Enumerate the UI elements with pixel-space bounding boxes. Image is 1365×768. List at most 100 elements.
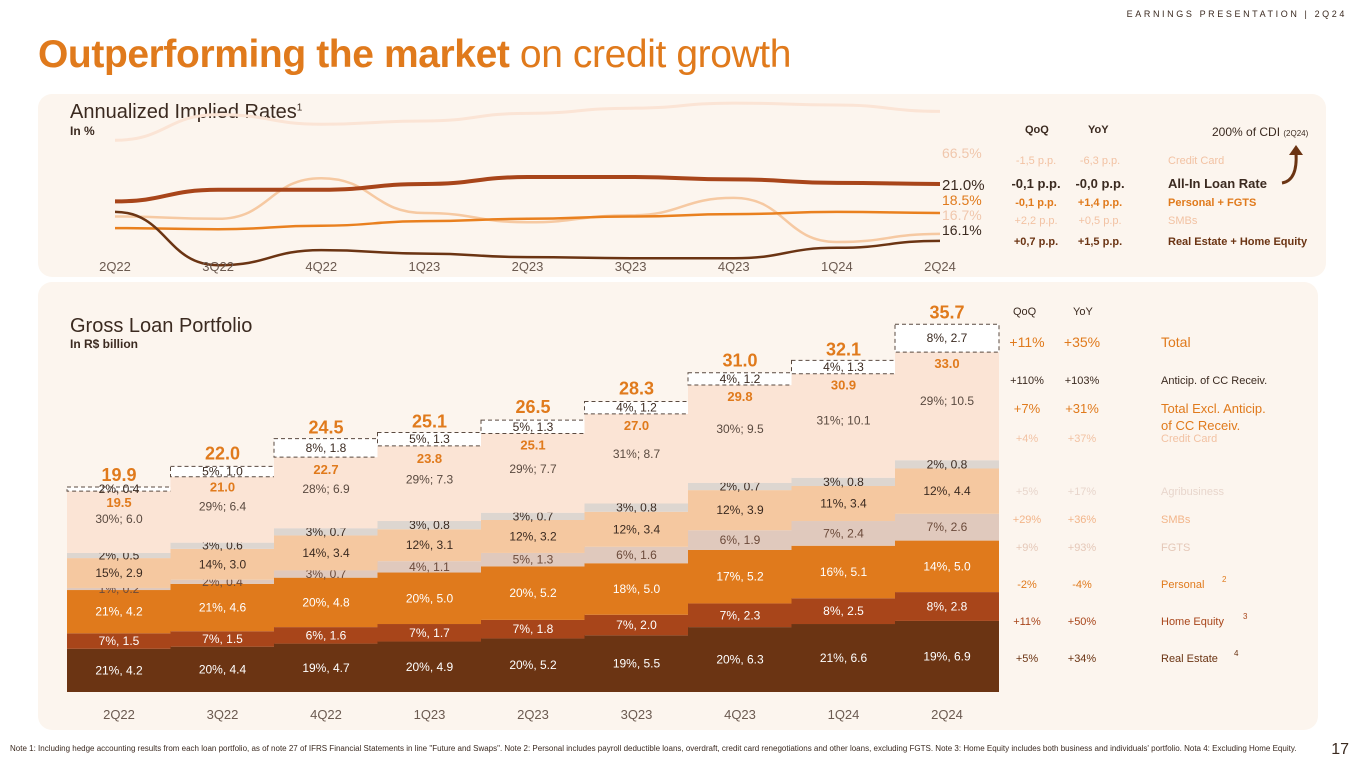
- bar-segment-credit-card: [67, 491, 171, 553]
- bar-segment-label: 19%, 5.5: [613, 657, 661, 671]
- portfolio-series-label: SMBs: [1161, 514, 1191, 526]
- bar-total-excl-label: 23.8: [417, 451, 442, 466]
- portfolio-x-tick: 3Q23: [621, 707, 653, 722]
- rates-x-tick: 1Q24: [821, 259, 853, 274]
- bar-segment-label: 3%, 0.8: [409, 518, 450, 532]
- portfolio-yoy-value: +36%: [1068, 514, 1097, 526]
- rates-yoy-value: +1,5 p.p.: [1078, 236, 1122, 248]
- bar-segment-label: 19%, 4.7: [302, 661, 350, 675]
- portfolio-x-tick: 2Q23: [517, 707, 549, 722]
- bar-segment-agribusiness: [170, 542, 275, 549]
- bar-segment-credit-card: [377, 445, 482, 522]
- portfolio-x-tick: 2Q22: [103, 707, 135, 722]
- cdi-note: 200% of CDI (2Q24): [1212, 125, 1308, 139]
- bar-segment-credit-card: [688, 385, 792, 483]
- bar-segment-real-estate: [170, 646, 275, 692]
- bar-segment-label: 30%; 6.0: [95, 512, 143, 526]
- bar-segment-anticip-of-cc-receiv-: [894, 323, 1000, 353]
- portfolio-yoy-value: +17%: [1068, 486, 1097, 498]
- end-label: 18.5%: [942, 192, 982, 208]
- rates-x-tick: 4Q22: [305, 259, 337, 274]
- rates-yoy-value: +0,5 p.p.: [1078, 215, 1121, 227]
- bar-segment-real-estate: [67, 648, 171, 692]
- bar-segment-label: 20%, 5.0: [406, 591, 454, 605]
- bar-segment-label: 14%, 5.0: [923, 559, 971, 573]
- portfolio-qoq-value: +110%: [1010, 375, 1044, 387]
- portfolio-series-label: Agribusiness: [1161, 486, 1224, 498]
- rates-panel: [38, 94, 1326, 277]
- rates-qoq-value: -0,1 p.p.: [1015, 197, 1057, 209]
- bar-segment-label: 12%, 3.9: [716, 503, 764, 517]
- portfolio-series-sup: 2: [1222, 575, 1227, 584]
- bar-segment-fgts: [481, 552, 585, 567]
- bar-segment-label: 12%, 3.2: [509, 529, 557, 543]
- rates-x-tick: 1Q23: [408, 259, 440, 274]
- rates-series-label: All-In Loan Rate: [1168, 176, 1267, 191]
- portfolio-yoy-header: YoY: [1073, 306, 1093, 318]
- bar-segment-anticip-of-cc-receiv-: [170, 465, 275, 478]
- bar-segment-label: 31%; 10.1: [816, 414, 870, 428]
- bar-segment-personal: [584, 563, 689, 615]
- portfolio-yoy-value: +103%: [1065, 375, 1100, 387]
- bar-segment-agribusiness: [791, 477, 896, 486]
- bar-segment-fgts: [377, 561, 482, 573]
- rates-x-tick: 2Q22: [99, 259, 131, 274]
- portfolio-qoq-value: +11%: [1013, 616, 1041, 628]
- page-title: Outperforming the market on credit growt…: [38, 33, 791, 77]
- bar-segment-smbs: [895, 468, 999, 514]
- bar-segment-label: 12%, 3.1: [406, 538, 454, 552]
- portfolio-qoq-header: QoQ: [1013, 306, 1037, 318]
- bar-segment-label: 31%; 8.7: [613, 447, 661, 461]
- bar-segment-real-estate: [584, 635, 689, 692]
- bar-segment-label: 3%, 0.7: [513, 509, 554, 523]
- bar-segment-smbs: [377, 529, 482, 562]
- cdi-note-text: 200% of CDI: [1212, 125, 1281, 139]
- bar-total-excl-label: 22.7: [313, 462, 338, 477]
- bar-segment-real-estate: [688, 627, 792, 692]
- bar-segment-fgts: [67, 587, 171, 591]
- bar-segment-label: 20%, 4.4: [199, 662, 247, 676]
- bar-segment-personal: [481, 566, 585, 620]
- portfolio-qoq-value: -2%: [1017, 579, 1037, 591]
- portfolio-yoy-value: +50%: [1068, 616, 1097, 628]
- bar-segment-credit-card: [481, 433, 585, 513]
- bar-total-label: 28.3: [619, 379, 654, 399]
- bar-segment-smbs: [67, 558, 171, 588]
- bar-segment-label: 7%, 1.8: [513, 622, 554, 636]
- bar-segment-agribusiness: [584, 503, 689, 512]
- bar-segment-label: 5%, 1.3: [513, 420, 554, 434]
- line-real-estate-home-equity: [114, 210, 941, 267]
- bar-segment-personal: [274, 577, 378, 628]
- bar-segment-label: 29%; 7.3: [406, 473, 454, 487]
- rates-series-label: Real Estate + Home Equity: [1168, 236, 1308, 248]
- cdi-note-small: (2Q24): [1283, 129, 1309, 138]
- bar-segment-smbs: [791, 486, 896, 522]
- bar-segment-label: 12%, 3.4: [613, 522, 661, 536]
- header-tag: EARNINGS PRESENTATION | 2Q24: [1126, 9, 1347, 19]
- bar-total-excl-label: 25.1: [520, 437, 545, 452]
- bar-segment-anticip-of-cc-receiv-: [687, 372, 793, 386]
- portfolio-series-label: Personal: [1161, 579, 1204, 591]
- rates-subtitle: In %: [70, 124, 95, 138]
- portfolio-x-tick: 1Q23: [414, 707, 446, 722]
- bar-segment-smbs: [170, 548, 275, 580]
- portfolio-qoq-value: +11%: [1009, 334, 1044, 350]
- bar-segment-personal: [67, 590, 171, 634]
- bar-segment-label: 16%, 5.1: [820, 565, 868, 579]
- bar-segment-personal: [688, 549, 792, 604]
- bar-segment-label: 3%, 0.8: [616, 501, 657, 515]
- bar-segment-label: 8%, 2.7: [927, 331, 968, 345]
- portfolio-yoy-value: -4%: [1072, 579, 1092, 591]
- bar-segment-fgts: [584, 546, 689, 564]
- bar-segment-agribusiness: [274, 528, 378, 536]
- bar-total-label: 24.5: [308, 418, 343, 438]
- bar-segment-label: 18%, 5.0: [613, 582, 661, 596]
- bar-total-excl-label: 19.5: [106, 495, 131, 510]
- bar-segment-credit-card: [274, 457, 378, 529]
- rates-x-tick: 4Q23: [718, 259, 750, 274]
- bar-total-excl-label: 27.0: [624, 418, 649, 433]
- bar-segment-fgts: [274, 570, 378, 578]
- bar-segment-label: 5%, 1.3: [513, 553, 554, 567]
- portfolio-series-sup: 4: [1234, 649, 1239, 658]
- bar-total-label: 25.1: [412, 411, 447, 431]
